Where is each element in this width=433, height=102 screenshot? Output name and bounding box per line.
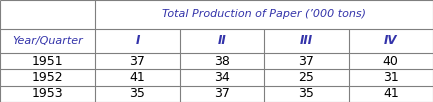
Text: 41: 41 xyxy=(383,87,399,100)
Text: 35: 35 xyxy=(298,87,314,100)
Text: II: II xyxy=(217,34,226,47)
Text: 31: 31 xyxy=(383,71,399,84)
Text: 38: 38 xyxy=(214,55,230,68)
Text: 34: 34 xyxy=(214,71,230,84)
Text: 41: 41 xyxy=(129,71,145,84)
Text: Year/Quarter: Year/Quarter xyxy=(12,36,83,46)
Text: 37: 37 xyxy=(298,55,314,68)
Text: 35: 35 xyxy=(129,87,145,100)
Text: 37: 37 xyxy=(214,87,230,100)
Text: IV: IV xyxy=(384,34,397,47)
Text: 40: 40 xyxy=(383,55,399,68)
Text: III: III xyxy=(300,34,313,47)
Text: 1951: 1951 xyxy=(32,55,64,68)
Text: 37: 37 xyxy=(129,55,145,68)
Text: 1953: 1953 xyxy=(32,87,64,100)
Text: I: I xyxy=(135,34,140,47)
Text: Total Production of Paper (’000 tons): Total Production of Paper (’000 tons) xyxy=(162,9,366,19)
Text: 1952: 1952 xyxy=(32,71,64,84)
Text: 25: 25 xyxy=(298,71,314,84)
